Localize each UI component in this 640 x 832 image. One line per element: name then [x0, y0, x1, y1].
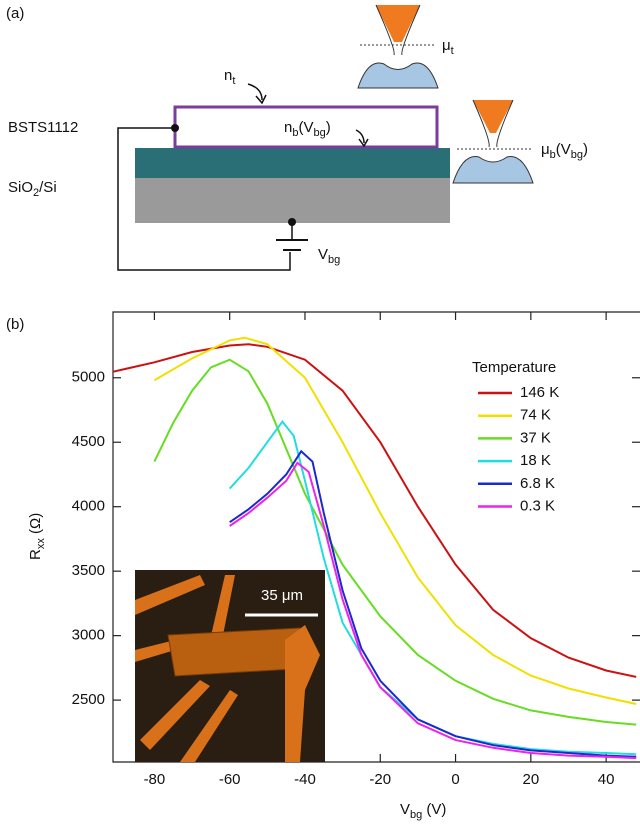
- x-tick-label: -60: [219, 771, 241, 788]
- n-bottom-label-part: (V: [298, 119, 313, 136]
- x-tick-label: -40: [294, 771, 316, 788]
- gate-label-part: bg: [328, 254, 340, 266]
- gate-label: Vbg: [318, 246, 340, 266]
- mu-bottom-label-part: μ: [541, 141, 550, 158]
- y-tick-label: 4500: [72, 433, 105, 450]
- x-axis-label-part: bg: [410, 809, 422, 821]
- n-bottom-label-part: b: [292, 127, 298, 139]
- arrow: [355, 129, 365, 144]
- gate-label-part: V: [318, 246, 328, 263]
- band-diagram: [357, 4, 439, 89]
- mu-bottom-label-part: ): [583, 141, 588, 158]
- legend-label: 37 K: [520, 429, 551, 446]
- mu-top-label-part: μ: [442, 37, 451, 54]
- bsts-layer: [135, 148, 450, 178]
- panel-label: (a): [6, 5, 24, 22]
- legend-label: 18 K: [520, 452, 551, 469]
- y-axis-label-part: xx: [35, 538, 47, 550]
- y-axis-label-part: R: [27, 549, 44, 560]
- x-tick-label: -20: [369, 771, 391, 788]
- mu-bottom-label-part: bg: [571, 149, 583, 161]
- series-line: [153, 336, 637, 705]
- substrate-layer: [135, 178, 450, 223]
- top-surface: [173, 105, 439, 149]
- y-tick-label: 3500: [72, 562, 105, 579]
- mu-top-label: μt: [442, 37, 454, 57]
- mu-bottom-label-part: b: [550, 149, 556, 161]
- y-tick-label: 2500: [72, 691, 105, 708]
- y-tick-label: 3000: [72, 627, 105, 644]
- substrate-label-part: /Si: [39, 179, 57, 196]
- n-top-label: nt: [224, 67, 235, 87]
- inset-scale-label: 35 μm: [261, 587, 303, 604]
- arrow: [255, 94, 267, 105]
- panel-label: (b): [6, 316, 24, 333]
- material-label: BSTS1112: [8, 119, 78, 136]
- contact: [288, 218, 296, 226]
- series-line: [229, 461, 637, 760]
- contact: [171, 124, 179, 132]
- mu-top-label-part: t: [451, 45, 454, 57]
- mu-bottom-label: μb(Vbg): [541, 141, 588, 161]
- band-diagram: [452, 99, 534, 184]
- wire: [117, 127, 291, 271]
- n-bottom-label-part: n: [284, 119, 292, 136]
- n-bottom-label-part: ): [326, 119, 331, 136]
- y-tick-label: 5000: [72, 369, 105, 386]
- arrow: [358, 138, 369, 148]
- legend-label: 146 K: [520, 384, 559, 401]
- x-tick-label: 40: [598, 771, 615, 788]
- x-tick-label: -80: [144, 771, 166, 788]
- legend-title: Temperature: [472, 359, 556, 376]
- substrate-label-part: 2: [33, 187, 39, 199]
- x-axis-label-part: (V): [422, 801, 446, 818]
- axis-frame: [112, 311, 640, 763]
- inset-image: [135, 570, 325, 762]
- x-tick-label: 0: [451, 771, 459, 788]
- n-top-label-part: n: [224, 67, 232, 84]
- y-tick-label: 4000: [72, 498, 105, 515]
- substrate-label: SiO2/Si: [8, 179, 57, 199]
- series-line: [229, 449, 637, 758]
- x-axis-label: Vbg (V): [400, 801, 446, 821]
- legend-label: 74 K: [520, 407, 551, 424]
- n-bottom-label: nb(Vbg): [284, 119, 331, 139]
- legend-label: 0.3 K: [520, 497, 555, 514]
- n-bottom-label-part: bg: [313, 127, 325, 139]
- arrow: [247, 83, 263, 101]
- legend-label: 6.8 K: [520, 475, 555, 492]
- x-tick-label: 20: [522, 771, 539, 788]
- substrate-label-part: SiO: [8, 179, 33, 196]
- mu-bottom-label-part: (V: [556, 141, 571, 158]
- n-top-label-part: t: [232, 75, 235, 87]
- x-axis-label-part: V: [400, 801, 410, 818]
- y-axis-label: Rxx (Ω): [27, 513, 47, 560]
- schematic: [117, 4, 534, 271]
- y-axis-label-part: (Ω): [27, 513, 44, 538]
